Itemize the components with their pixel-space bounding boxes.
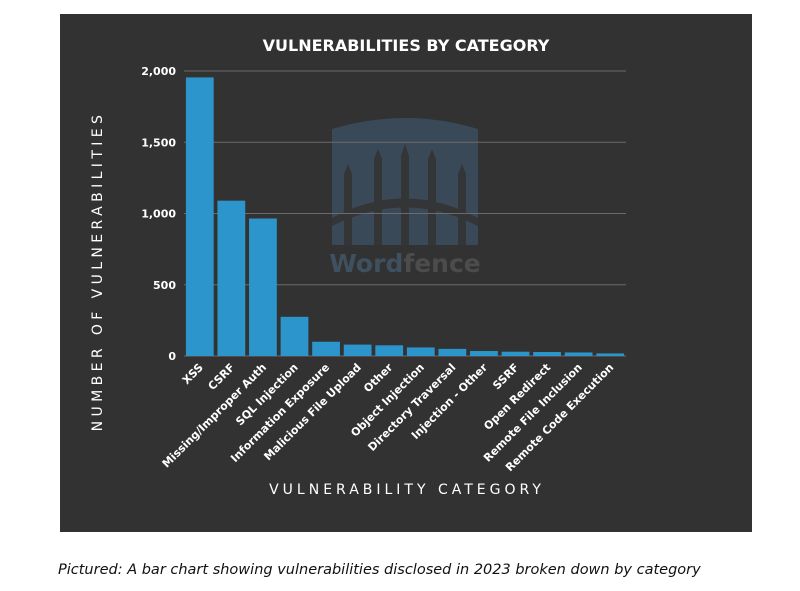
bar-object-injection: [406, 347, 435, 356]
y-tick-label: 1,500: [141, 136, 176, 149]
bar-xss: [185, 77, 214, 356]
bar-remote-code-execution: [596, 353, 625, 356]
svg-text:Wordfence: Wordfence: [329, 249, 481, 278]
bar-csrf: [217, 200, 246, 356]
chart-title: VULNERABILITIES BY CATEGORY: [263, 36, 550, 55]
bar-information-exposure: [312, 341, 340, 356]
bar-ssrf: [501, 351, 530, 356]
y-tick-label: 2,000: [141, 65, 176, 78]
watermark-word: Word: [329, 249, 403, 278]
bar-directory-traversal: [438, 348, 467, 356]
chart-panel: Wordfence 0 500 1,000 1,500 2,000 XSS CSRF Mis…: [60, 14, 752, 532]
bar-missing-improper-auth: [249, 218, 277, 356]
bar-injection-other: [470, 351, 498, 356]
bar-open-redirect: [533, 352, 561, 356]
y-tick-label: 500: [153, 279, 176, 292]
watermark-fence: fence: [403, 249, 480, 278]
y-tick-label: 0: [168, 350, 176, 363]
bar-remote-file-inclusion: [564, 352, 593, 356]
x-tick-label: XSS: [180, 361, 206, 387]
y-tick-label: 1,000: [141, 208, 176, 221]
bar-sql-injection: [280, 316, 309, 356]
y-axis-title: NUMBER OF VULNERABILITIES: [90, 111, 106, 432]
x-axis-title: VULNERABILITY CATEGORY: [269, 482, 545, 498]
bar-malicious-file-upload: [343, 344, 372, 356]
figure-caption: Pictured: A bar chart showing vulnerabil…: [58, 562, 701, 578]
bar-other: [375, 345, 404, 356]
fence-pickets-icon: [332, 144, 478, 245]
